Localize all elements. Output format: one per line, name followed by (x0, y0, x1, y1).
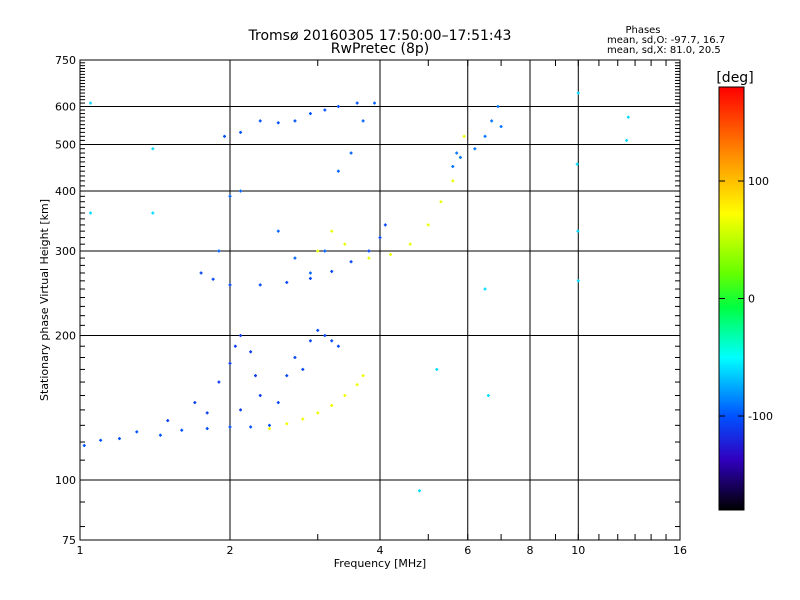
x-axis-label: Frequency [MHz] (334, 557, 426, 570)
chart-title: Tromsø 20160305 17:50:00–17:51:43 (248, 28, 512, 44)
x-tick-label: 16 (673, 544, 687, 557)
legend-o-mode: mean, sd,O: -97.7, 16.7 (607, 35, 725, 46)
legend-title: Phases (625, 25, 660, 36)
series-points (82, 423, 271, 448)
y-tick-label: 600 (55, 101, 76, 114)
x-tick-label: 2 (227, 544, 234, 557)
x-tick-label: 1 (77, 544, 84, 557)
colorbar-label: [deg] (716, 70, 753, 86)
data-points (82, 91, 630, 493)
chart-subtitle: RwPretec (8p) (331, 41, 429, 57)
x-tick-label: 8 (527, 544, 534, 557)
y-tick-label: 300 (55, 245, 76, 258)
y-tick-label: 75 (62, 534, 76, 547)
x-tick-label: 6 (464, 544, 471, 557)
colorbar-tick-label: 100 (748, 175, 769, 188)
colorbar-tick-label: 0 (748, 293, 755, 306)
y-tick-label: 400 (55, 185, 76, 198)
y-axis-label: Stationary phase Virtual Height [km] (38, 199, 51, 401)
series-points (267, 374, 365, 431)
series-points (276, 328, 340, 405)
x-tick-label: 10 (571, 544, 585, 557)
y-tick-label: 200 (55, 330, 76, 343)
colorbar-ticks: 100 0 -100 (719, 175, 773, 423)
legend-x-mode: mean, sd,X: 81.0, 20.5 (607, 45, 721, 56)
y-tick-label: 750 (55, 54, 76, 67)
y-tick-label: 100 (55, 474, 76, 487)
series-points (217, 101, 377, 275)
series-points (166, 334, 262, 423)
series-points (89, 91, 630, 493)
axis-ticks: 1 2 4 6 8 10 16 75 100 200 300 400 500 600 750 (55, 54, 687, 557)
y-tick-label: 500 (55, 139, 76, 152)
colorbar-tick-label: -100 (748, 410, 773, 423)
series-points (199, 223, 387, 287)
grid (80, 60, 680, 540)
series-points (451, 105, 503, 168)
series-points (316, 134, 466, 260)
series-points (223, 101, 359, 138)
x-tick-label: 4 (377, 544, 384, 557)
